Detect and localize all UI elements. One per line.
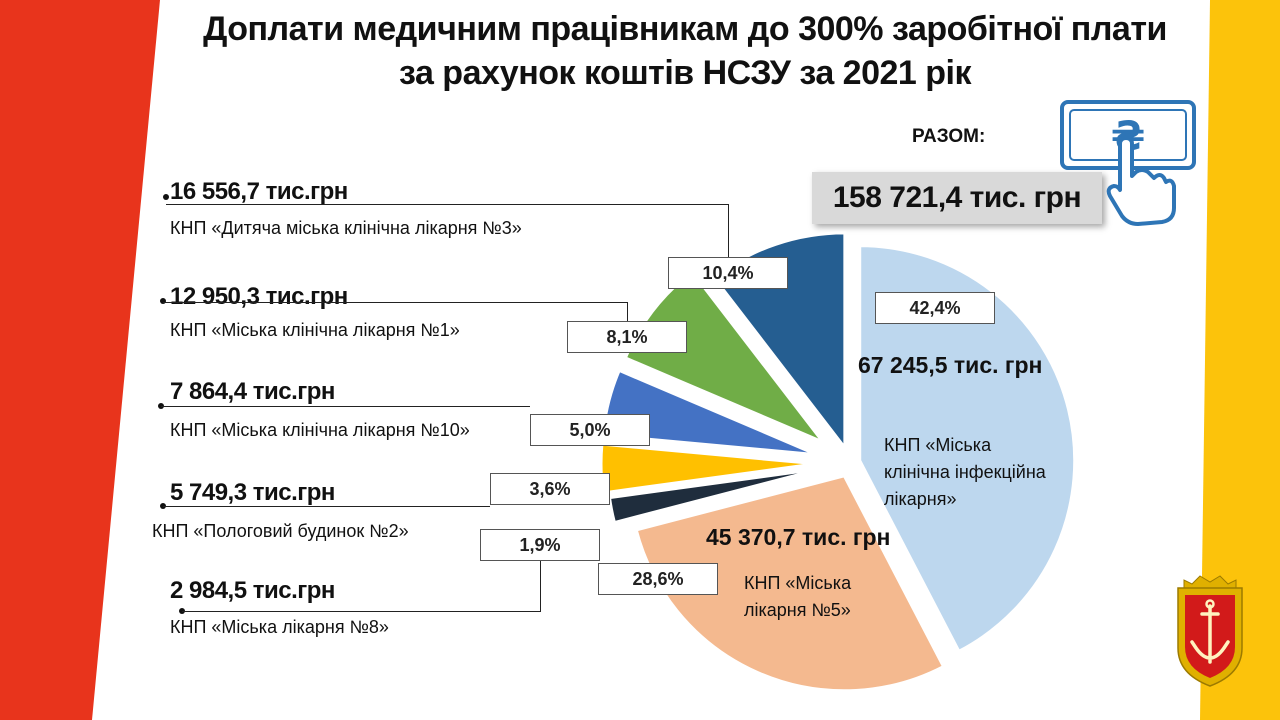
percent-label: 10,4% [668, 257, 788, 289]
total-value: 158 721,4 тис. грн [812, 172, 1102, 224]
leader-line [182, 611, 540, 612]
amount-label: 5 749,3 тис.грн [170, 479, 335, 506]
amount-label: 12 950,3 тис.грн [170, 283, 348, 310]
leader-line [163, 506, 490, 507]
leader-line [627, 302, 628, 322]
leader-dot [160, 298, 166, 304]
infection-name-label: лікарня» [884, 489, 957, 509]
chart-title-line1: Доплати медичним працівникам до 300% зар… [203, 10, 1167, 48]
hospital-name-label: КНП «Пологовий будинок №2» [152, 521, 409, 541]
infection-name-label: клінічна інфекційна [884, 462, 1046, 482]
leader-line [540, 556, 541, 612]
percent-label: 5,0% [530, 414, 650, 446]
percent-label: 28,6% [598, 563, 718, 595]
hospital-name-label: КНП «Міська клінічна лікарня №10» [170, 420, 470, 440]
leader-line [163, 302, 627, 303]
infection-name-label: КНП «Міська [884, 435, 992, 455]
h5-name-label: КНП «Міська [744, 573, 852, 593]
percent-label: 8,1% [567, 321, 687, 353]
chart-title-line2: за рахунок коштів НСЗУ за 2021 рік [399, 54, 972, 92]
hospital-name-label: КНП «Міська клінічна лікарня №1» [170, 320, 460, 340]
red-background-band [0, 0, 160, 720]
amount-label: 16 556,7 тис.грн [170, 178, 348, 205]
yellow-background-band [1200, 0, 1280, 720]
amount-label: 7 864,4 тис.грн [170, 378, 335, 405]
percent-label: 42,4% [875, 292, 995, 324]
leader-line [166, 204, 728, 205]
leader-line [728, 204, 729, 260]
odesa-coat-of-arms-icon [1177, 575, 1243, 687]
h5-name-label: лікарня №5» [744, 600, 851, 620]
total-label: РАЗОМ: [912, 126, 986, 147]
infection-amount-label: 67 245,5 тис. грн [858, 352, 1043, 378]
amount-label: 2 984,5 тис.грн [170, 577, 335, 604]
percent-label: 3,6% [490, 473, 610, 505]
percent-label: 1,9% [480, 529, 600, 561]
hospital-name-label: КНП «Міська лікарня №8» [170, 617, 389, 637]
leader-dot [163, 194, 169, 200]
hand-money-icon: ₴ [1060, 100, 1196, 226]
hospital-name-label: КНП «Дитяча міська клінічна лікарня №3» [170, 218, 522, 238]
h5-amount-label: 45 370,7 тис. грн [706, 524, 891, 550]
leader-line [161, 406, 530, 407]
slice-infection-hospital [858, 244, 1077, 654]
